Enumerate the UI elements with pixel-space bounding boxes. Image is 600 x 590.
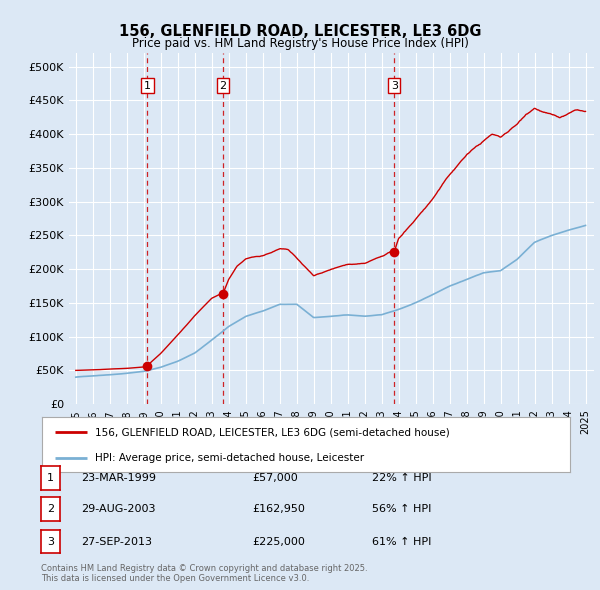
Text: £162,950: £162,950 [252,504,305,514]
Text: 61% ↑ HPI: 61% ↑ HPI [372,537,431,546]
Text: 2: 2 [47,504,54,514]
Text: 27-SEP-2013: 27-SEP-2013 [81,537,152,546]
Text: £225,000: £225,000 [252,537,305,546]
Text: 2: 2 [220,80,226,90]
Text: 22% ↑ HPI: 22% ↑ HPI [372,473,431,483]
Text: Price paid vs. HM Land Registry's House Price Index (HPI): Price paid vs. HM Land Registry's House … [131,37,469,50]
Text: 1: 1 [144,80,151,90]
Text: 156, GLENFIELD ROAD, LEICESTER, LE3 6DG (semi-detached house): 156, GLENFIELD ROAD, LEICESTER, LE3 6DG … [95,427,449,437]
Text: 3: 3 [47,537,54,546]
Text: 3: 3 [391,80,398,90]
Text: 23-MAR-1999: 23-MAR-1999 [81,473,156,483]
Text: 1: 1 [47,473,54,483]
Text: Contains HM Land Registry data © Crown copyright and database right 2025.
This d: Contains HM Land Registry data © Crown c… [41,563,367,583]
Text: 29-AUG-2003: 29-AUG-2003 [81,504,155,514]
Text: £57,000: £57,000 [252,473,298,483]
Text: HPI: Average price, semi-detached house, Leicester: HPI: Average price, semi-detached house,… [95,453,364,463]
Text: 156, GLENFIELD ROAD, LEICESTER, LE3 6DG: 156, GLENFIELD ROAD, LEICESTER, LE3 6DG [119,24,481,38]
Text: 56% ↑ HPI: 56% ↑ HPI [372,504,431,514]
